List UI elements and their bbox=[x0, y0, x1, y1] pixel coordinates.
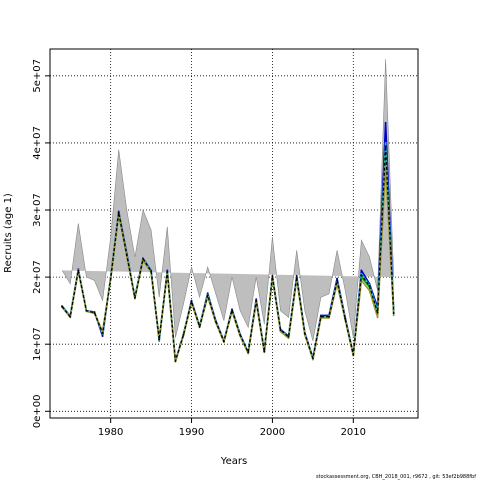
series-point bbox=[312, 358, 314, 361]
series-point bbox=[142, 258, 144, 260]
y-tick-label: 2e+07 bbox=[32, 260, 43, 294]
series-point bbox=[166, 270, 169, 273]
series-point bbox=[223, 340, 225, 343]
series-point bbox=[312, 357, 314, 360]
series-point bbox=[150, 270, 153, 272]
series-point bbox=[320, 314, 322, 317]
series-point bbox=[360, 274, 363, 276]
series-point bbox=[384, 121, 387, 124]
series-point bbox=[117, 210, 120, 213]
y-tick-label: 4e+07 bbox=[32, 126, 43, 160]
series-point bbox=[239, 333, 242, 336]
x-tick-label: 1990 bbox=[179, 427, 204, 438]
confidence-band-layer bbox=[61, 59, 394, 341]
series-point bbox=[134, 297, 136, 299]
series-point bbox=[174, 360, 177, 362]
series-point bbox=[392, 314, 395, 317]
x-axis: 1980 1990 2000 2010 bbox=[98, 418, 366, 438]
series-point bbox=[263, 350, 266, 353]
series-point bbox=[77, 269, 80, 272]
grid-lines bbox=[50, 49, 418, 418]
x-tick-label: 2000 bbox=[260, 427, 285, 438]
series-point bbox=[352, 354, 355, 356]
series-point bbox=[271, 275, 274, 278]
series-point bbox=[368, 284, 371, 287]
series-point bbox=[85, 309, 88, 312]
series-point bbox=[295, 276, 298, 278]
series-point bbox=[255, 299, 258, 302]
series-point bbox=[320, 315, 322, 318]
series-point bbox=[117, 211, 120, 214]
series-point bbox=[247, 352, 250, 355]
series-line bbox=[61, 145, 395, 362]
series-point bbox=[336, 277, 338, 280]
series-point bbox=[328, 317, 330, 319]
series-point bbox=[279, 329, 282, 331]
series-point bbox=[101, 332, 104, 335]
footer-credit: stockassessment.org, CBH_2018_001, r9672… bbox=[316, 474, 476, 480]
series-point bbox=[214, 320, 217, 323]
series-point bbox=[93, 311, 96, 314]
series-point bbox=[206, 292, 209, 295]
series-point bbox=[231, 309, 233, 311]
series-point bbox=[392, 312, 395, 315]
y-tick-label: 5e+07 bbox=[32, 59, 43, 93]
x-tick-label: 1980 bbox=[98, 427, 123, 438]
series-point bbox=[384, 142, 387, 144]
series-point bbox=[125, 254, 128, 256]
series-point bbox=[360, 272, 363, 275]
series-point bbox=[303, 332, 306, 335]
series-point bbox=[384, 145, 387, 148]
y-tick-label: 1e+07 bbox=[32, 327, 43, 361]
series-point bbox=[287, 337, 290, 340]
series-point bbox=[376, 316, 379, 319]
series-point bbox=[376, 311, 379, 314]
series-point bbox=[190, 300, 193, 303]
plot-frame bbox=[49, 48, 419, 419]
series-point bbox=[336, 279, 338, 282]
y-tick-label: 0e+00 bbox=[32, 394, 43, 428]
series-point bbox=[206, 294, 209, 297]
x-tick-label: 2010 bbox=[341, 427, 366, 438]
series-point bbox=[109, 277, 112, 280]
confidence-band bbox=[61, 59, 394, 341]
series-point bbox=[344, 317, 347, 320]
y-axis: 0e+00 1e+07 2e+07 3e+07 4e+07 5e+07 bbox=[32, 59, 50, 428]
series-point bbox=[166, 269, 169, 272]
series-point bbox=[287, 335, 290, 338]
series-point bbox=[328, 315, 330, 318]
series-point bbox=[368, 289, 371, 292]
series-point bbox=[279, 330, 282, 333]
series-lines-layer bbox=[61, 121, 395, 363]
y-tick-label: 3e+07 bbox=[32, 193, 43, 227]
x-axis-title: Years bbox=[220, 456, 247, 467]
series-point bbox=[182, 333, 185, 336]
series-point bbox=[295, 274, 298, 277]
series-point bbox=[61, 305, 63, 308]
y-axis-title: Recruits (age 1) bbox=[3, 193, 14, 273]
series-point bbox=[198, 325, 201, 328]
series-point bbox=[384, 165, 387, 168]
series-point bbox=[158, 338, 161, 341]
series-point bbox=[255, 298, 258, 301]
series-point bbox=[101, 335, 104, 337]
series-point bbox=[360, 269, 363, 272]
series-point bbox=[247, 351, 250, 354]
series-point bbox=[69, 315, 72, 318]
